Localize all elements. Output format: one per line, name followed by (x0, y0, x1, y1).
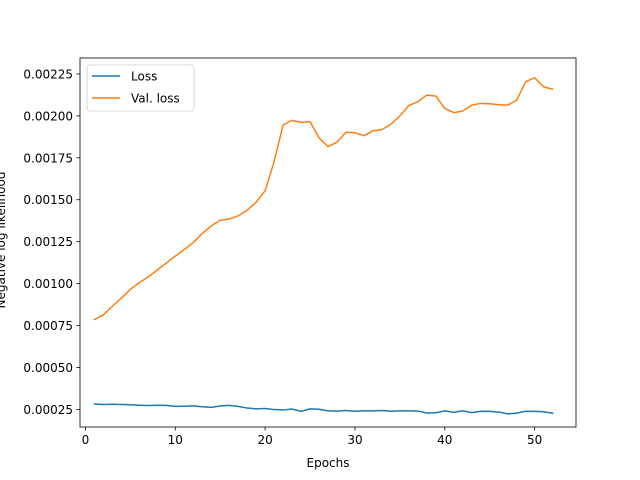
y-tick-label: 0.00150 (23, 193, 73, 207)
legend-label-val-loss: Val. loss (131, 92, 180, 106)
plot-area (93, 77, 554, 415)
y-tick-label: 0.00025 (23, 403, 73, 417)
y-axis-label: Negative log likelihood (0, 172, 8, 309)
legend-label-loss: Loss (131, 70, 157, 84)
y-tick-label: 0.00125 (23, 235, 73, 249)
x-tick-label: 20 (257, 433, 272, 447)
y-tick-label: 0.00175 (23, 151, 73, 165)
axes: 0 10 20 30 40 50 0.00025 0.00050 0.00075 0.00100 0… (23, 57, 577, 447)
legend: Loss Val. loss (86, 64, 195, 112)
series-line-val-loss (93, 77, 554, 321)
x-axis-label: Epochs (307, 456, 350, 470)
series-line-loss (93, 403, 554, 415)
y-tick-label: 0.00225 (23, 67, 73, 81)
plot-frame (79, 57, 577, 428)
x-tick-label: 30 (347, 433, 362, 447)
y-tick-label: 0.00200 (23, 109, 73, 123)
x-tick-label: 10 (168, 433, 183, 447)
x-tick-label: 50 (527, 433, 542, 447)
x-tick-label: 0 (82, 433, 90, 447)
y-tick-label: 0.00100 (23, 277, 73, 291)
y-tick-label: 0.00075 (23, 319, 73, 333)
x-tick-label: 40 (437, 433, 452, 447)
y-tick-label: 0.00050 (23, 361, 73, 375)
